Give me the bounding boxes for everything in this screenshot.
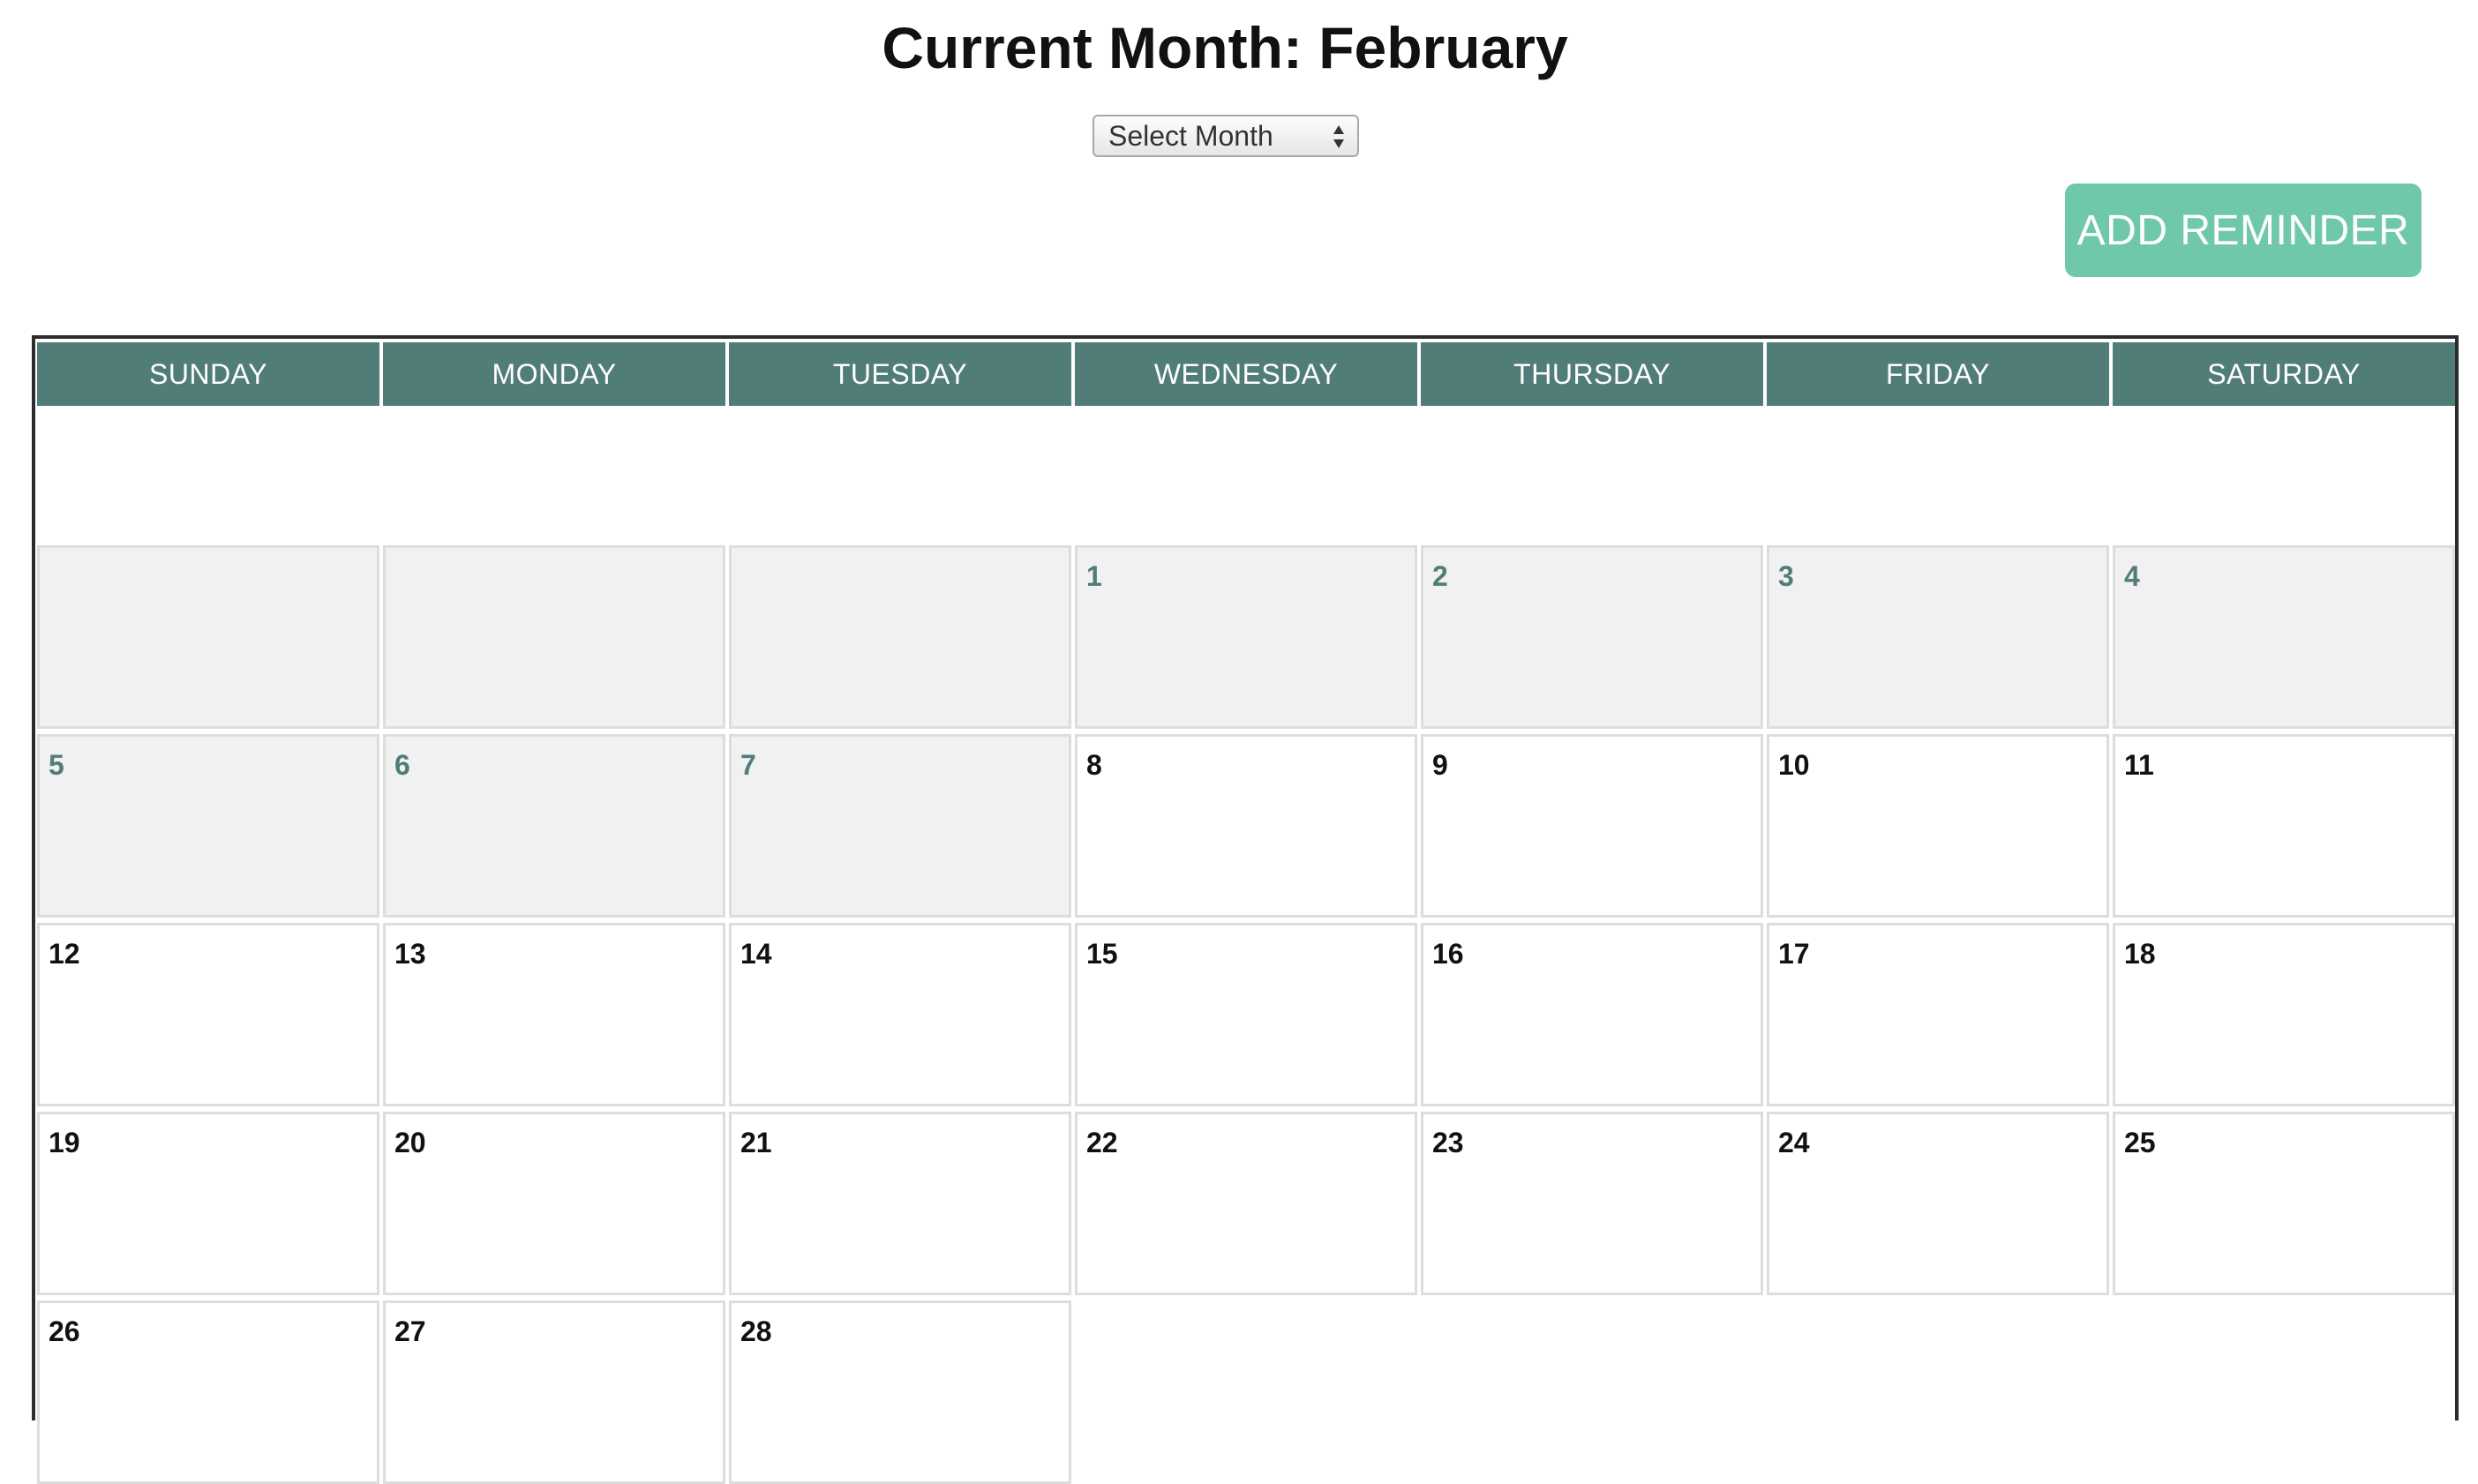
weekday-header-wednesday: WEDNESDAY	[1075, 342, 1417, 406]
day-cell[interactable]: 7	[729, 734, 1071, 918]
empty-cell	[1767, 1300, 2109, 1484]
blank-day-cell	[729, 545, 1071, 729]
day-cell[interactable]: 27	[383, 1300, 725, 1484]
day-cell[interactable]: 28	[729, 1300, 1071, 1484]
day-number: 3	[1778, 560, 1794, 592]
day-cell[interactable]: 15	[1075, 923, 1417, 1106]
day-cell[interactable]: 25	[2113, 1112, 2455, 1295]
day-number: 8	[1086, 749, 1102, 781]
day-cell[interactable]: 26	[37, 1300, 379, 1484]
day-number: 17	[1778, 938, 1810, 970]
day-grid: 1 2 3 4 5 6 7 8 9 10 11 12 13 14 15 16 17 18 19 20 21 22 23 24 2…	[37, 545, 2455, 1484]
day-number: 1	[1086, 560, 1102, 592]
day-number: 2	[1432, 560, 1448, 592]
day-cell[interactable]: 1	[1075, 545, 1417, 729]
day-number: 13	[394, 938, 426, 970]
day-number: 9	[1432, 749, 1448, 781]
calendar: SUNDAY MONDAY TUESDAY WEDNESDAY THURSDAY…	[32, 335, 2459, 1484]
weekday-header-row: SUNDAY MONDAY TUESDAY WEDNESDAY THURSDAY…	[37, 342, 2455, 406]
day-number: 27	[394, 1315, 426, 1347]
day-cell[interactable]: 16	[1421, 923, 1763, 1106]
day-number: 21	[740, 1127, 772, 1158]
day-number: 25	[2124, 1127, 2156, 1158]
day-cell[interactable]: 11	[2113, 734, 2455, 918]
day-cell[interactable]: 5	[37, 734, 379, 918]
day-number: 23	[1432, 1127, 1464, 1158]
day-number: 18	[2124, 938, 2156, 970]
page-title: Current Month: February	[882, 15, 1568, 80]
day-cell[interactable]: 23	[1421, 1112, 1763, 1295]
day-number: 28	[740, 1315, 772, 1347]
day-cell[interactable]: 20	[383, 1112, 725, 1295]
day-number: 15	[1086, 938, 1118, 970]
day-cell[interactable]: 18	[2113, 923, 2455, 1106]
weekday-header-friday: FRIDAY	[1767, 342, 2109, 406]
weekday-header-monday: MONDAY	[383, 342, 725, 406]
day-number: 14	[740, 938, 772, 970]
month-select[interactable]: Select Month	[1093, 115, 1359, 157]
day-number: 10	[1778, 749, 1810, 781]
day-cell[interactable]: 2	[1421, 545, 1763, 729]
day-number: 7	[740, 749, 756, 781]
day-number: 5	[49, 749, 64, 781]
day-number: 22	[1086, 1127, 1118, 1158]
day-number: 12	[49, 938, 80, 970]
day-number: 20	[394, 1127, 426, 1158]
day-number: 26	[49, 1315, 80, 1347]
day-cell[interactable]: 8	[1075, 734, 1417, 918]
day-cell[interactable]: 10	[1767, 734, 2109, 918]
weekday-header-thursday: THURSDAY	[1421, 342, 1763, 406]
weekday-header-saturday: SATURDAY	[2113, 342, 2455, 406]
empty-cell	[1075, 1300, 1417, 1484]
month-select-value: Select Month	[1108, 119, 1273, 152]
day-cell[interactable]: 3	[1767, 545, 2109, 729]
empty-cell	[1421, 1300, 1763, 1484]
select-arrows-icon	[1333, 125, 1344, 148]
day-cell[interactable]: 21	[729, 1112, 1071, 1295]
day-cell[interactable]: 9	[1421, 734, 1763, 918]
day-cell[interactable]: 14	[729, 923, 1071, 1106]
day-cell[interactable]: 4	[2113, 545, 2455, 729]
day-cell[interactable]: 12	[37, 923, 379, 1106]
blank-day-cell	[383, 545, 725, 729]
day-number: 11	[2124, 749, 2154, 781]
day-cell[interactable]: 24	[1767, 1112, 2109, 1295]
day-cell[interactable]: 17	[1767, 923, 2109, 1106]
empty-cell	[2113, 1300, 2455, 1484]
day-number: 24	[1778, 1127, 1810, 1158]
weekday-header-tuesday: TUESDAY	[729, 342, 1071, 406]
day-cell[interactable]: 13	[383, 923, 725, 1106]
day-number: 16	[1432, 938, 1464, 970]
day-cell[interactable]: 22	[1075, 1112, 1417, 1295]
day-cell[interactable]: 6	[383, 734, 725, 918]
blank-day-cell	[37, 545, 379, 729]
day-number: 4	[2124, 560, 2140, 592]
weekday-header-sunday: SUNDAY	[37, 342, 379, 406]
day-cell[interactable]: 19	[37, 1112, 379, 1295]
add-reminder-button[interactable]: ADD REMINDER	[2065, 184, 2422, 277]
day-number: 19	[49, 1127, 80, 1158]
day-number: 6	[394, 749, 410, 781]
